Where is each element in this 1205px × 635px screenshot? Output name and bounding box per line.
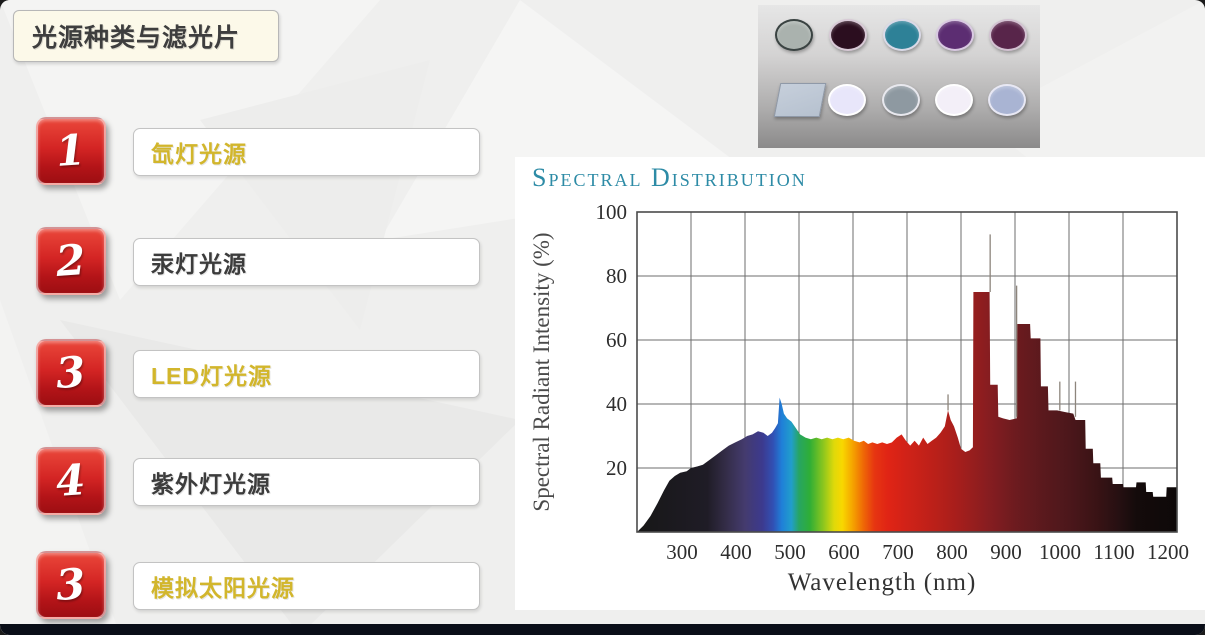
x-tick-label: 1100	[1093, 540, 1134, 564]
chart-title: Spectral Distribution	[532, 163, 807, 192]
gray-filter	[882, 84, 920, 116]
item-number: 3	[54, 347, 88, 398]
x-tick-label: 300	[666, 540, 698, 564]
item-label: 氙灯光源	[151, 141, 247, 167]
lavender-white-filter	[828, 84, 866, 116]
x-tick-label: 400	[720, 540, 752, 564]
item-number-badge: 1	[36, 117, 106, 185]
teal-filter	[883, 19, 921, 51]
x-tick-label: 800	[936, 540, 968, 564]
gray-lens-filter	[775, 19, 813, 51]
item-label: 紫外灯光源	[151, 471, 271, 497]
x-tick-label: 900	[990, 540, 1022, 564]
dark-maroon-filter	[829, 19, 867, 51]
slide-title: 光源种类与滤光片	[32, 24, 241, 52]
item-label-box: 模拟太阳光源	[133, 562, 480, 610]
item-label-box: 紫外灯光源	[133, 458, 480, 506]
item-number: 4	[54, 455, 88, 506]
x-axis-label: Wavelength (nm)	[788, 569, 977, 596]
plum-filter	[989, 19, 1027, 51]
spectral-chart-panel: Spectral Distribution 20 40 60 80 100 300 400 5…	[515, 157, 1205, 610]
y-tick-label: 80	[606, 264, 627, 288]
item-number-badge: 2	[36, 227, 106, 295]
x-tick-label: 600	[828, 540, 860, 564]
list-item: 3 LED灯光源	[0, 339, 515, 409]
x-tick-label: 700	[882, 540, 914, 564]
spectrum-area	[637, 292, 1177, 532]
white-filter	[935, 84, 973, 116]
list-item: 1 氙灯光源	[0, 117, 515, 187]
bottom-bar	[0, 624, 1205, 635]
slide-title-box: 光源种类与滤光片	[13, 10, 279, 62]
filters-photo	[758, 5, 1040, 148]
item-label-box: LED灯光源	[133, 350, 480, 398]
x-tick-label: 1200	[1147, 540, 1189, 564]
item-label-box: 汞灯光源	[133, 238, 480, 286]
item-number-badge: 3	[36, 551, 106, 619]
blue-gray-filter	[988, 84, 1026, 116]
item-label: 模拟太阳光源	[151, 575, 295, 601]
item-number: 1	[54, 125, 88, 176]
y-tick-label: 60	[606, 328, 627, 352]
item-label-box: 氙灯光源	[133, 128, 480, 176]
spectral-distribution-chart: 20 40 60 80 100 300 400 500 600 700 800 900 1000 1100…	[529, 200, 1189, 596]
y-axis-label: Spectral Radiant Intensity (%)	[529, 232, 554, 511]
item-number-badge: 4	[36, 447, 106, 515]
list-item: 3 模拟太阳光源	[0, 551, 515, 621]
item-number: 2	[54, 235, 88, 286]
item-number: 3	[54, 559, 88, 610]
x-tick-label: 500	[774, 540, 806, 564]
purple-filter	[936, 19, 974, 51]
plot-border	[636, 211, 1178, 533]
item-label: LED灯光源	[151, 363, 272, 389]
x-tick-label: 1000	[1039, 540, 1081, 564]
item-number-badge: 3	[36, 339, 106, 407]
y-tick-label: 20	[606, 456, 627, 480]
list-item: 2 汞灯光源	[0, 227, 515, 297]
y-tick-label: 100	[596, 200, 628, 224]
item-label: 汞灯光源	[151, 251, 247, 277]
y-tick-label: 40	[606, 392, 627, 416]
list-item: 4 紫外灯光源	[0, 447, 515, 517]
square-glass-filter	[773, 83, 827, 117]
